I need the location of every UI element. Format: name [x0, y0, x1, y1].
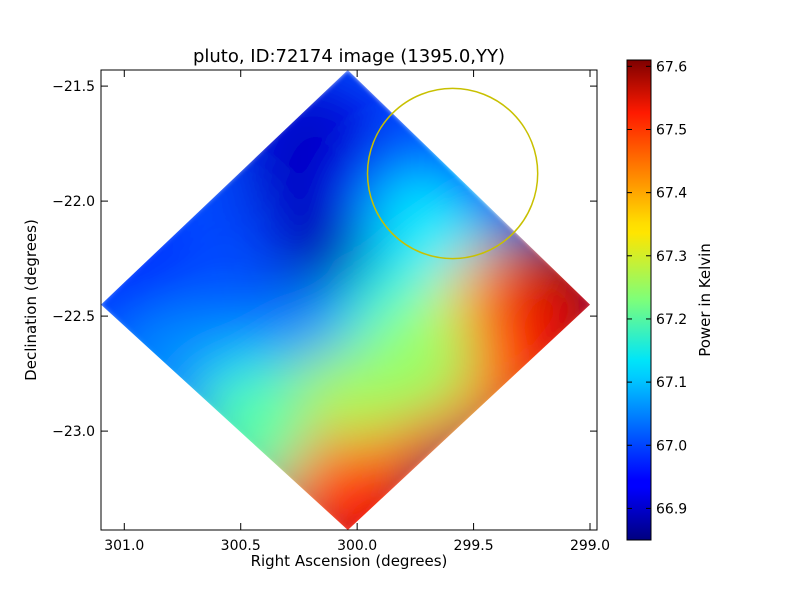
x-axis-label: Right Ascension (degrees)	[251, 552, 448, 570]
chart-title: pluto, ID:72174 image (1395.0,YY)	[193, 46, 505, 67]
colorbar-tick-label: 67.0	[656, 438, 687, 454]
colorbar-ticks: 66.9 67.0 67.1 67.2 67.3 67.4 67.5 67.6	[627, 59, 687, 517]
heat-region	[357, 304, 474, 421]
colorbar-tick-label: 66.9	[656, 501, 687, 517]
heat-region	[299, 453, 416, 530]
x-tick-label: 299.0	[570, 538, 610, 554]
y-tick-label: −22.0	[52, 194, 95, 210]
y-axis-label: Declination (degrees)	[22, 219, 40, 381]
x-axis-ticks: 301.0 300.5 300.0 299.5 299.0	[104, 70, 610, 554]
y-tick-label: −21.5	[52, 79, 95, 95]
colorbar-tick-label: 67.2	[656, 312, 687, 328]
x-tick-label: 299.5	[454, 538, 494, 554]
annotation-circle	[366, 87, 539, 260]
x-tick-label: 300.0	[337, 538, 377, 554]
y-axis-ticks: −21.5 −22.0 −22.5 −23.0	[52, 79, 597, 440]
colorbar: 66.9 67.0 67.1 67.2 67.3 67.4 67.5 67.6 Power i…	[626, 59, 714, 541]
plot-frame	[100, 69, 598, 531]
colorbar-tick-label: 67.5	[656, 122, 687, 138]
colorbar-tick-label: 67.6	[656, 59, 687, 75]
y-tick-label: −23.0	[52, 424, 95, 440]
x-tick-label: 300.5	[221, 538, 261, 554]
x-tick-label: 301.0	[104, 538, 144, 554]
heat-regions	[101, 85, 590, 530]
colorbar-tick-label: 67.3	[656, 249, 687, 265]
colorbar-gradient	[626, 59, 652, 541]
heatmap-footprint	[101, 70, 590, 530]
y-tick-label: −22.5	[52, 309, 95, 325]
colorbar-label: Power in Kelvin	[696, 243, 714, 357]
colorbar-tick-label: 67.1	[656, 375, 687, 391]
heat-region	[194, 373, 311, 490]
heatmap-area	[101, 70, 590, 530]
colorbar-tick-label: 67.4	[656, 186, 687, 202]
heat-region	[369, 166, 485, 283]
